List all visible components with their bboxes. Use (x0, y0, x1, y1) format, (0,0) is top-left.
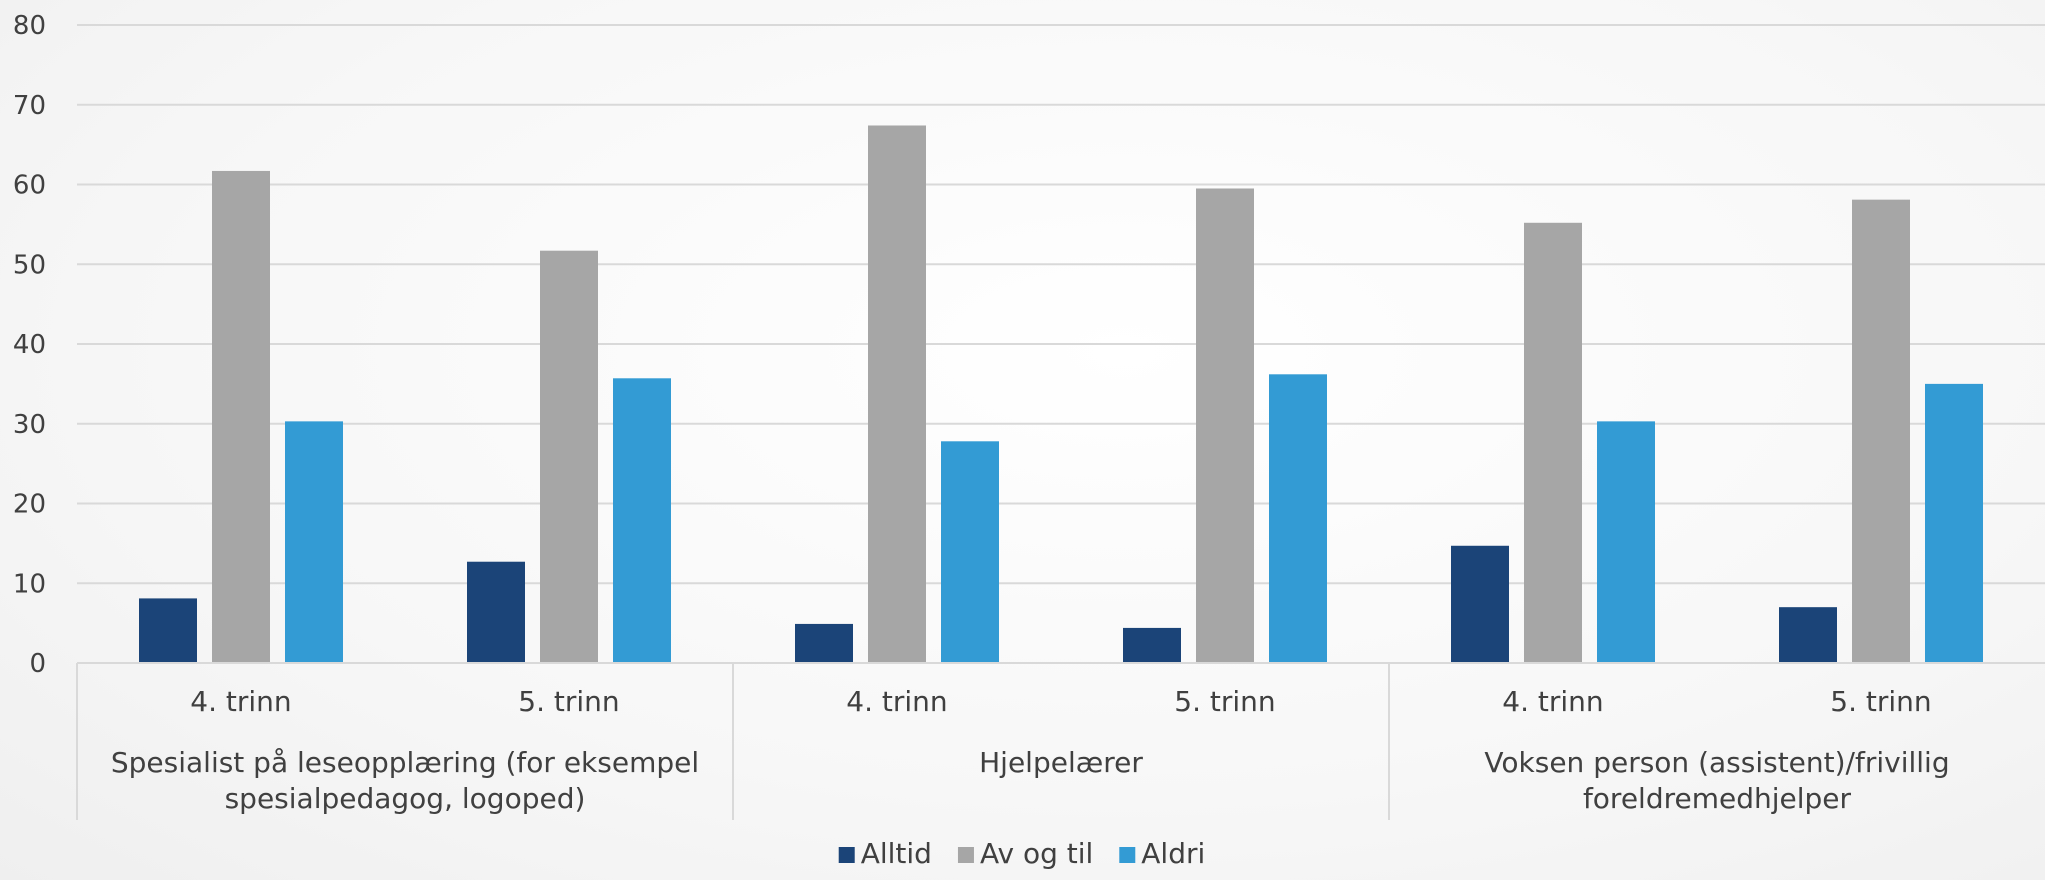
x-tick-label: 4. trinn (846, 685, 947, 718)
legend-label: Alltid (861, 837, 932, 870)
bar-alltid (1123, 627, 1181, 663)
x-tick-label: 4. trinn (190, 685, 291, 718)
bar-aldri (613, 378, 671, 663)
group-label: Hjelpelærer (979, 746, 1143, 779)
bar-av-og-til (212, 170, 270, 663)
bar-alltid (795, 623, 853, 663)
bar-av-og-til (1524, 222, 1582, 663)
group-label: foreldremedhjelper (1583, 782, 1852, 815)
y-tick-label: 80 (13, 11, 46, 41)
legend-swatch (1119, 847, 1136, 863)
bar-av-og-til (1196, 188, 1254, 664)
bar-aldri (285, 421, 343, 663)
legend-swatch (957, 847, 974, 863)
bar-aldri (1269, 374, 1327, 663)
group-label: Voksen person (assistent)/frivillig (1484, 746, 1949, 779)
y-tick-label: 20 (13, 490, 46, 520)
bar-av-og-til (1852, 199, 1910, 663)
bar-aldri (1925, 383, 1983, 663)
x-axis-groups: Spesialist på leseopplæring (for eksempe… (111, 746, 1950, 815)
y-tick-label: 50 (13, 250, 46, 280)
gridlines (77, 24, 2045, 585)
bar-alltid (1451, 545, 1509, 663)
x-tick-label: 4. trinn (1502, 685, 1603, 718)
bar-alltid (1779, 607, 1837, 663)
legend-label: Aldri (1141, 837, 1205, 870)
bars (139, 125, 1983, 664)
legend: Alltid Av og til Aldri (838, 837, 1205, 870)
legend-swatch (838, 847, 855, 863)
x-tick-label: 5. trinn (518, 685, 619, 718)
y-tick-label: 30 (13, 410, 46, 440)
bar-alltid (139, 598, 197, 663)
y-tick-label: 60 (13, 171, 46, 201)
x-tick-label: 5. trinn (1174, 685, 1275, 718)
bar-av-og-til (868, 125, 926, 664)
x-tick-label: 5. trinn (1830, 685, 1931, 718)
legend-label: Av og til (980, 837, 1093, 870)
y-axis-ticks: 0 10 20 30 40 50 60 70 80 (13, 11, 46, 679)
bar-aldri (941, 441, 999, 663)
y-tick-label: 40 (13, 330, 46, 360)
group-label: spesialpedagog, logoped) (225, 782, 586, 815)
bar-aldri (1597, 421, 1655, 663)
y-tick-label: 0 (29, 649, 46, 679)
x-axis-categories: 4. trinn 5. trinn 4. trinn 5. trinn 4. trinn… (190, 685, 1931, 718)
x-axis (76, 662, 2045, 820)
bar-alltid (467, 561, 525, 663)
y-tick-label: 10 (13, 569, 46, 599)
group-label: Spesialist på leseopplæring (for eksempe… (111, 746, 699, 779)
y-tick-label: 70 (13, 91, 46, 121)
bar-av-og-til (540, 250, 598, 663)
